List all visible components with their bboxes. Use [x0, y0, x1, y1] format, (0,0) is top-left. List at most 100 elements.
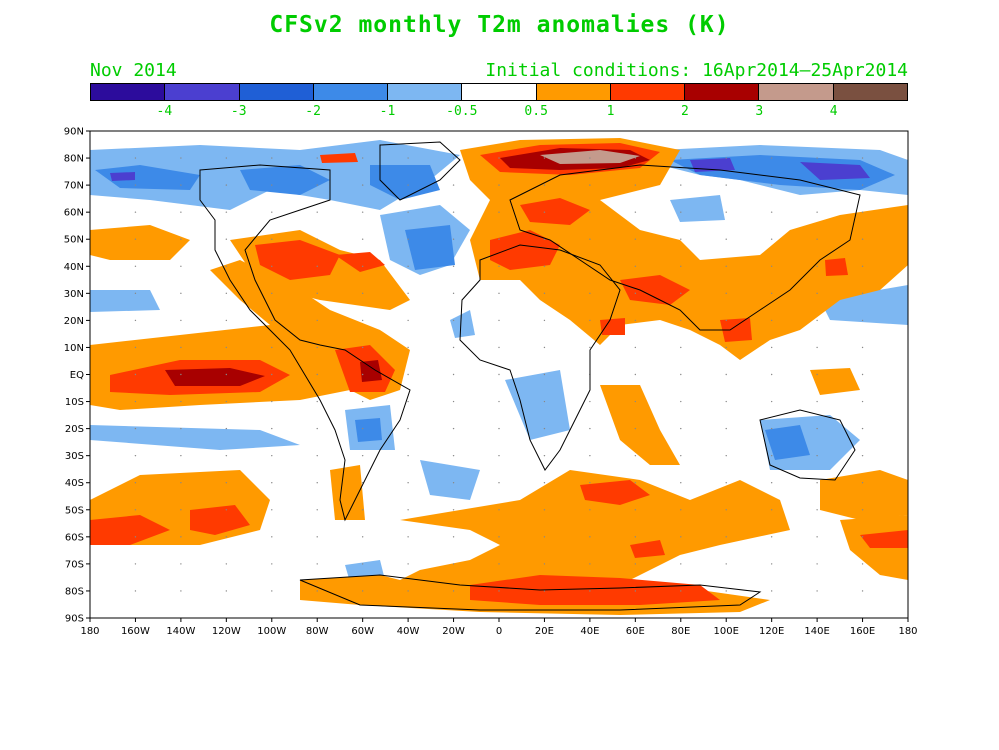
grid-dot — [680, 292, 682, 295]
grid-dot — [316, 454, 318, 457]
grid-dot — [180, 454, 182, 457]
grid-dot — [770, 536, 773, 538]
grid-dot — [361, 509, 364, 511]
grid-dot — [861, 454, 864, 457]
grid-dot — [271, 536, 273, 538]
grid-dot — [134, 400, 137, 403]
grid-dot — [816, 454, 818, 457]
grid-dot — [770, 265, 773, 267]
lon-label: 140E — [804, 626, 829, 637]
grid-dot — [407, 292, 409, 295]
grid-dot — [452, 319, 455, 322]
grid-dots — [134, 157, 864, 592]
grid-dot — [271, 427, 273, 430]
grid-dot — [770, 238, 773, 240]
colorbar-swatch — [759, 84, 834, 100]
grid-dot — [316, 292, 318, 295]
lat-label: 70N — [64, 181, 84, 192]
grid-dot — [634, 184, 637, 186]
grid-dot — [725, 292, 727, 295]
lon-label: 180 — [80, 626, 99, 637]
grid-dot — [725, 265, 727, 267]
lon-label: 100W — [257, 626, 286, 637]
grid-dot — [361, 563, 364, 565]
grid-dot — [725, 157, 727, 159]
grid-dot — [770, 509, 773, 511]
colorbar-label: 3 — [755, 104, 764, 119]
grid-dot — [861, 482, 864, 484]
grid-dot — [680, 509, 682, 511]
grid-dot — [361, 157, 364, 159]
grid-dot — [770, 292, 773, 295]
grid-dot — [361, 319, 364, 322]
grid-dot — [634, 536, 637, 538]
grid-dot — [634, 292, 637, 295]
lon-label: 160W — [121, 626, 150, 637]
grid-dot — [407, 319, 409, 322]
grid-dot — [634, 373, 637, 376]
grid-dot — [134, 482, 137, 484]
grid-dot — [498, 373, 500, 376]
grid-dot — [452, 265, 455, 267]
grid-dot — [589, 211, 591, 213]
grid-dot — [543, 265, 546, 267]
grid-dot — [225, 292, 228, 295]
lat-label: 90S — [65, 614, 84, 625]
grid-dot — [134, 184, 137, 186]
grid-dot — [816, 346, 818, 349]
grid-dot — [816, 319, 818, 322]
grid-dot — [634, 157, 637, 159]
grid-dot — [361, 346, 364, 349]
grid-dot — [316, 238, 318, 240]
colorbar-swatch — [685, 84, 760, 100]
grid-dot — [361, 184, 364, 186]
grid-dot — [316, 184, 318, 186]
grid-dot — [589, 319, 591, 322]
grid-dot — [725, 319, 727, 322]
grid-dot — [543, 292, 546, 295]
grid-dot — [271, 346, 273, 349]
grid-dot — [225, 427, 228, 430]
grid-dot — [316, 157, 318, 159]
grid-dot — [452, 238, 455, 240]
grid-dot — [361, 211, 364, 213]
forecast-month: Nov 2014 — [90, 60, 177, 81]
colorbar-swatch — [313, 84, 389, 100]
grid-dot — [634, 454, 637, 457]
grid-dot — [271, 211, 273, 213]
colorbar-label: 2 — [680, 104, 689, 119]
grid-dot — [271, 454, 273, 457]
colorbar-swatch — [165, 84, 240, 100]
grid-dot — [680, 427, 682, 430]
grid-dot — [861, 590, 864, 592]
colorbar-swatch — [239, 84, 314, 100]
grid-dot — [770, 590, 773, 592]
lat-label: 20S — [65, 424, 84, 435]
lon-label: 0 — [496, 626, 502, 637]
colorbar-swatch — [833, 84, 907, 100]
grid-dot — [271, 184, 273, 186]
grid-dot — [452, 536, 455, 538]
grid-dot — [543, 563, 546, 565]
grid-dot — [543, 427, 546, 430]
grid-dot — [725, 427, 727, 430]
anomaly-brown — [540, 150, 640, 164]
grid-dot — [407, 157, 409, 159]
colorbar-labels: -4 -3 -2 -1 -0.5 0.5 1 2 3 4 — [90, 104, 908, 120]
grid-dot — [680, 265, 682, 267]
grid-dot — [770, 400, 773, 403]
grid-dot — [589, 454, 591, 457]
grid-dot — [316, 427, 318, 430]
grid-dot — [589, 509, 591, 511]
grid-dot — [634, 238, 637, 240]
grid-dot — [816, 590, 818, 592]
grid-dot — [816, 509, 818, 511]
grid-dot — [180, 482, 182, 484]
lat-label: 40N — [64, 262, 84, 273]
grid-dot — [543, 373, 546, 376]
grid-dot — [134, 211, 137, 213]
grid-dot — [770, 563, 773, 565]
grid-dot — [498, 482, 500, 484]
grid-dot — [680, 184, 682, 186]
grid-dot — [543, 238, 546, 240]
